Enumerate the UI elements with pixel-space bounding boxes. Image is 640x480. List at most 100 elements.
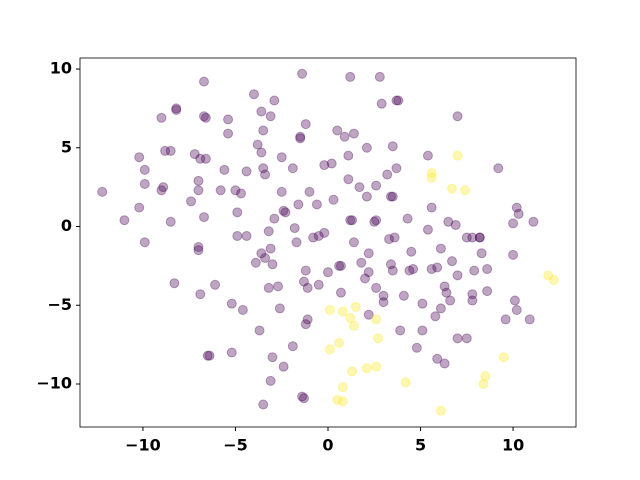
scatter-point	[256, 147, 267, 158]
scatter-point	[528, 216, 539, 227]
scatter-point	[256, 248, 267, 259]
scatter-point	[241, 230, 252, 241]
scatter-point	[469, 265, 480, 276]
scatter-point	[202, 350, 213, 361]
scatter-point	[165, 145, 176, 156]
scatter-point	[308, 232, 319, 243]
scatter-point	[287, 341, 298, 352]
scatter-point	[508, 249, 519, 260]
scatter-point	[508, 218, 519, 229]
scatter-point	[291, 237, 302, 248]
scatter-point	[335, 260, 346, 271]
scatter-point	[258, 163, 269, 174]
scatter-point	[254, 325, 265, 336]
scatter-point	[278, 361, 289, 372]
scatter-point	[348, 128, 359, 139]
scatter-point	[260, 169, 271, 180]
scatter-point	[347, 215, 358, 226]
scatter-point	[439, 358, 450, 369]
scatter-point	[295, 133, 306, 144]
scatter-point	[432, 353, 443, 364]
scatter-point	[223, 128, 234, 139]
scatter-point	[376, 98, 387, 109]
scatter-point	[165, 216, 176, 227]
scatter-point	[435, 405, 446, 416]
scatter-point	[302, 314, 313, 325]
scatter-point	[387, 265, 398, 276]
scatter-point	[461, 333, 472, 344]
scatter-point	[139, 178, 150, 189]
scatter-point	[459, 185, 470, 196]
scatter-point	[372, 333, 383, 344]
scatter-point	[498, 352, 509, 363]
scatter-point	[361, 142, 372, 153]
scatter-point	[134, 202, 145, 213]
scatter-point	[230, 185, 241, 196]
scatter-point	[297, 68, 308, 79]
scatter-point	[384, 234, 395, 245]
scatter-point	[171, 104, 182, 115]
scatter-point	[158, 182, 169, 193]
scatter-point	[426, 202, 437, 213]
scatter-point	[343, 174, 354, 185]
scatter-point	[297, 391, 308, 402]
scatter-point	[461, 232, 472, 243]
scatter-point	[339, 131, 350, 142]
x-tick-label: 10	[502, 436, 524, 455]
scatter-point	[335, 287, 346, 298]
scatter-point	[450, 219, 461, 230]
scatter-point	[435, 243, 446, 254]
scatter-point	[193, 185, 204, 196]
scatter-point	[350, 301, 361, 312]
scatter-point	[393, 95, 404, 106]
scatter-point	[478, 379, 489, 390]
x-tick-label: −10	[125, 436, 161, 455]
scatter-point	[343, 150, 354, 161]
scatter-point	[313, 230, 324, 241]
scatter-point	[274, 303, 285, 314]
scatter-point	[513, 208, 524, 219]
scatter-point	[363, 248, 374, 259]
scatter-point	[439, 281, 450, 292]
scatter-point	[467, 295, 478, 306]
scatter-point	[422, 150, 433, 161]
scatter-point	[199, 111, 209, 122]
scatter-point	[500, 314, 511, 325]
scatter-point	[417, 298, 428, 309]
scatter-point	[269, 95, 280, 106]
scatter-point	[265, 375, 276, 386]
scatter-point	[193, 175, 204, 186]
scatter-point	[263, 226, 274, 237]
scatter-point	[269, 213, 280, 224]
scatter-point	[195, 289, 206, 300]
scatter-point	[289, 223, 300, 234]
scatter-point	[156, 112, 167, 123]
scatter-point	[371, 282, 382, 293]
scatter-point	[293, 199, 304, 210]
scatter-point	[511, 304, 522, 315]
scatter-point	[385, 191, 396, 202]
y-tick-label: 0	[61, 216, 72, 235]
scatter-point	[215, 185, 226, 196]
scatter-point	[200, 153, 211, 164]
scatter-point	[345, 215, 356, 226]
scatter-point	[411, 342, 422, 353]
scatter-point	[337, 396, 348, 407]
scatter-point	[210, 279, 221, 290]
scatter-point	[226, 347, 237, 358]
scatter-point	[232, 230, 243, 241]
scatter-point	[287, 163, 298, 174]
y-tick-label: −10	[36, 374, 72, 393]
scatter-point	[347, 366, 358, 377]
scatter-point	[263, 282, 274, 293]
scatter-point	[276, 152, 287, 163]
scatter-point	[260, 253, 271, 264]
scatter-point	[319, 227, 330, 238]
scatter-point	[223, 114, 234, 125]
y-tick-label: −5	[47, 295, 72, 314]
scatter-point	[509, 295, 520, 306]
scatter-point	[258, 125, 269, 136]
scatter-point	[189, 149, 200, 160]
scatter-point	[402, 213, 413, 224]
